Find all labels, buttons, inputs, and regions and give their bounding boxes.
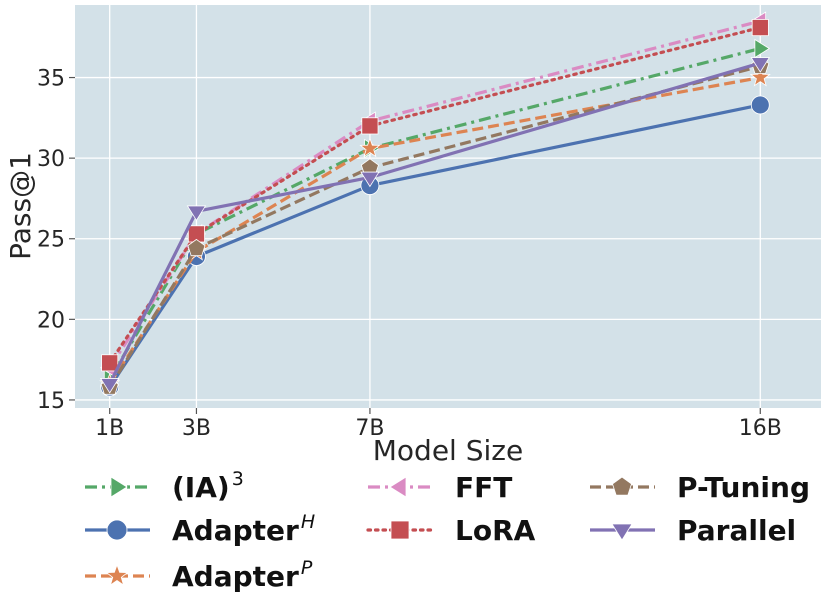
y-tick-label: 30 xyxy=(37,147,65,172)
x-tick-label: 3B xyxy=(182,416,211,441)
series-7 xyxy=(99,57,771,394)
legend-entry: LoRA xyxy=(366,514,536,547)
x-axis-label: Model Size xyxy=(373,434,523,467)
series-line xyxy=(108,75,761,385)
data-point xyxy=(749,66,771,87)
data-point xyxy=(101,354,119,372)
legend-entry: Adapter H xyxy=(85,511,315,547)
data-point xyxy=(750,95,770,115)
y-axis-label: Pass@1 xyxy=(4,152,37,260)
series-line xyxy=(108,64,761,388)
y-tick-label: 20 xyxy=(37,308,65,333)
legend: (IA) 3 Adapter H Adapter P FFT LoRA P-Tuning Para… xyxy=(85,468,810,593)
data-point xyxy=(99,378,120,394)
legend-entry: Adapter P xyxy=(85,557,313,593)
data-point xyxy=(360,171,380,188)
legend-marker xyxy=(389,476,407,498)
legend-marker xyxy=(611,523,633,541)
legend-entry: FFT xyxy=(368,471,512,504)
grid xyxy=(69,5,821,414)
legend-marker xyxy=(110,476,128,498)
legend-entry: (IA) 3 xyxy=(85,468,244,504)
legend-marker xyxy=(106,519,128,541)
legend-label: Adapter H xyxy=(172,511,315,547)
y-tick-labels: 15 20 25 30 35 xyxy=(37,67,65,414)
data-point xyxy=(754,38,771,59)
legend-marker xyxy=(105,563,129,586)
data-point xyxy=(751,19,769,37)
legend-marker xyxy=(612,476,632,496)
legend-entry: P-Tuning xyxy=(590,471,810,504)
series-line xyxy=(108,46,761,380)
legend-label: LoRA xyxy=(455,514,536,547)
y-tick-label: 25 xyxy=(37,228,65,253)
data-point xyxy=(359,137,381,158)
data-point xyxy=(186,205,207,222)
x-tick-labels: 1B 3B 7B 16B xyxy=(95,416,782,441)
series-line xyxy=(108,61,761,385)
y-tick-label: 35 xyxy=(37,67,65,92)
x-tick-label: 7B xyxy=(355,416,384,441)
y-tick-label: 15 xyxy=(37,389,65,414)
series-layer xyxy=(99,11,771,397)
legend-superscript: 3 xyxy=(232,468,244,490)
x-tick-label: 1B xyxy=(95,416,124,441)
legend-superscript: H xyxy=(301,511,315,533)
legend-superscript: P xyxy=(301,557,313,579)
legend-label: Parallel xyxy=(677,514,796,547)
series-line xyxy=(108,103,761,388)
legend-label: FFT xyxy=(455,471,512,504)
legend-label: (IA) 3 xyxy=(172,468,244,504)
legend-label: Adapter P xyxy=(172,557,313,593)
legend-marker xyxy=(390,520,410,540)
plot-area xyxy=(75,5,821,408)
data-point xyxy=(187,238,206,257)
data-point xyxy=(361,117,379,135)
legend-entry: Parallel xyxy=(590,514,796,547)
legend-label: P-Tuning xyxy=(677,471,810,504)
data-point xyxy=(750,57,771,73)
x-tick-label: 16B xyxy=(739,416,782,441)
